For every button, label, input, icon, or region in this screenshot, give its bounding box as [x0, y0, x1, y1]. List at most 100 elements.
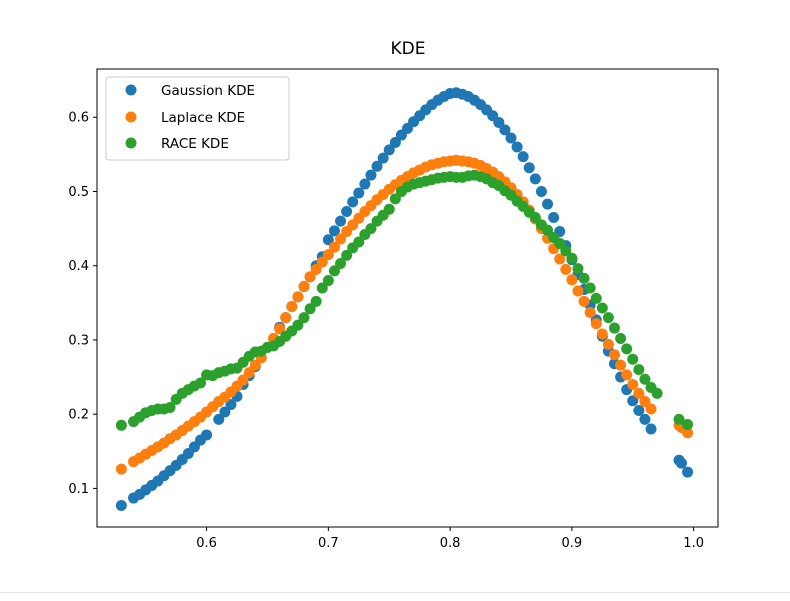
- point-race: [682, 419, 694, 431]
- point-laplace: [645, 403, 657, 415]
- point-race: [639, 373, 651, 385]
- point-laplace: [554, 253, 566, 265]
- point-race: [164, 401, 176, 413]
- point-race: [633, 364, 645, 376]
- point-gaussion: [322, 234, 334, 246]
- point-laplace: [322, 249, 334, 261]
- point-laplace: [243, 367, 255, 379]
- legend: Gaussion KDE Laplace KDE RACE KDE: [105, 76, 290, 161]
- point-gaussion: [389, 136, 401, 148]
- point-laplace: [578, 295, 590, 307]
- point-race: [602, 312, 614, 324]
- point-race: [651, 387, 663, 399]
- point-gaussion: [499, 124, 511, 136]
- legend-box: [105, 76, 290, 161]
- point-race: [554, 237, 566, 249]
- point-race: [335, 257, 347, 269]
- point-gaussion: [675, 457, 687, 469]
- point-race: [298, 312, 310, 324]
- point-race: [596, 302, 608, 314]
- point-gaussion: [341, 206, 353, 218]
- point-gaussion: [359, 178, 371, 190]
- legend-label-laplace: Laplace KDE: [161, 110, 245, 126]
- point-gaussion: [225, 399, 237, 411]
- point-laplace: [596, 328, 608, 340]
- x-tick-label: 0.7: [318, 536, 339, 551]
- point-laplace: [286, 301, 298, 313]
- point-race: [365, 223, 377, 235]
- point-laplace: [274, 323, 286, 335]
- point-gaussion: [328, 225, 340, 237]
- point-laplace: [633, 387, 645, 399]
- chart-title: KDE: [391, 39, 426, 59]
- point-gaussion: [335, 215, 347, 227]
- point-laplace: [304, 271, 316, 283]
- point-gaussion: [371, 160, 383, 172]
- point-laplace: [560, 263, 572, 275]
- point-race: [529, 211, 541, 223]
- point-race: [621, 343, 633, 355]
- point-race: [584, 282, 596, 294]
- axes-frame: [96, 68, 719, 528]
- point-laplace: [572, 285, 584, 297]
- data-marks: [115, 87, 694, 511]
- point-race: [322, 275, 334, 287]
- point-race: [195, 377, 206, 389]
- point-race: [304, 303, 316, 315]
- point-laplace: [566, 274, 578, 286]
- point-race: [590, 292, 602, 304]
- point-laplace: [310, 263, 322, 275]
- point-race: [578, 272, 590, 284]
- point-laplace: [609, 349, 620, 361]
- point-laplace: [621, 369, 633, 381]
- point-race: [389, 193, 401, 205]
- point-laplace: [682, 427, 694, 439]
- point-gaussion: [347, 196, 359, 208]
- point-gaussion: [505, 132, 517, 144]
- point-laplace: [237, 374, 249, 386]
- point-gaussion: [517, 151, 529, 163]
- point-gaussion: [639, 413, 651, 425]
- point-laplace: [602, 338, 614, 350]
- y-axis: 0.1 0.2 0.3 0.4 0.5 0.6: [68, 111, 97, 497]
- point-laplace: [335, 233, 347, 245]
- point-laplace: [590, 318, 602, 330]
- legend-label-gaussion: Gaussion KDE: [161, 83, 255, 99]
- point-laplace: [615, 359, 627, 371]
- x-tick-label: 1.0: [683, 536, 704, 551]
- point-gaussion: [511, 141, 523, 153]
- point-race: [341, 249, 353, 261]
- point-gaussion: [383, 144, 395, 156]
- point-race: [566, 252, 578, 264]
- point-gaussion: [645, 423, 657, 435]
- point-gaussion: [353, 187, 365, 199]
- bottom-divider: [0, 592, 790, 593]
- point-laplace: [298, 280, 310, 292]
- point-gaussion: [523, 162, 535, 174]
- point-race: [115, 419, 127, 431]
- point-laplace: [639, 396, 651, 408]
- point-race: [383, 203, 395, 215]
- point-race: [328, 265, 340, 277]
- y-tick-label: 0.4: [68, 259, 89, 274]
- y-tick-label: 0.6: [68, 111, 89, 126]
- point-gaussion: [535, 185, 547, 197]
- point-laplace: [292, 291, 304, 303]
- y-tick-label: 0.1: [68, 482, 89, 497]
- point-gaussion: [627, 395, 639, 407]
- y-tick-label: 0.5: [68, 185, 89, 200]
- point-gaussion: [633, 404, 645, 416]
- point-gaussion: [529, 173, 541, 185]
- point-race: [615, 332, 627, 344]
- y-tick-label: 0.3: [68, 333, 89, 348]
- point-gaussion: [493, 116, 505, 128]
- point-race: [572, 263, 584, 275]
- point-race: [560, 245, 572, 257]
- point-gaussion: [548, 211, 560, 223]
- point-race: [627, 353, 639, 365]
- point-laplace: [316, 256, 328, 268]
- point-gaussion: [377, 152, 389, 164]
- point-gaussion: [682, 466, 694, 478]
- x-axis: 0.6 0.7 0.8 0.9 1.0: [196, 527, 704, 551]
